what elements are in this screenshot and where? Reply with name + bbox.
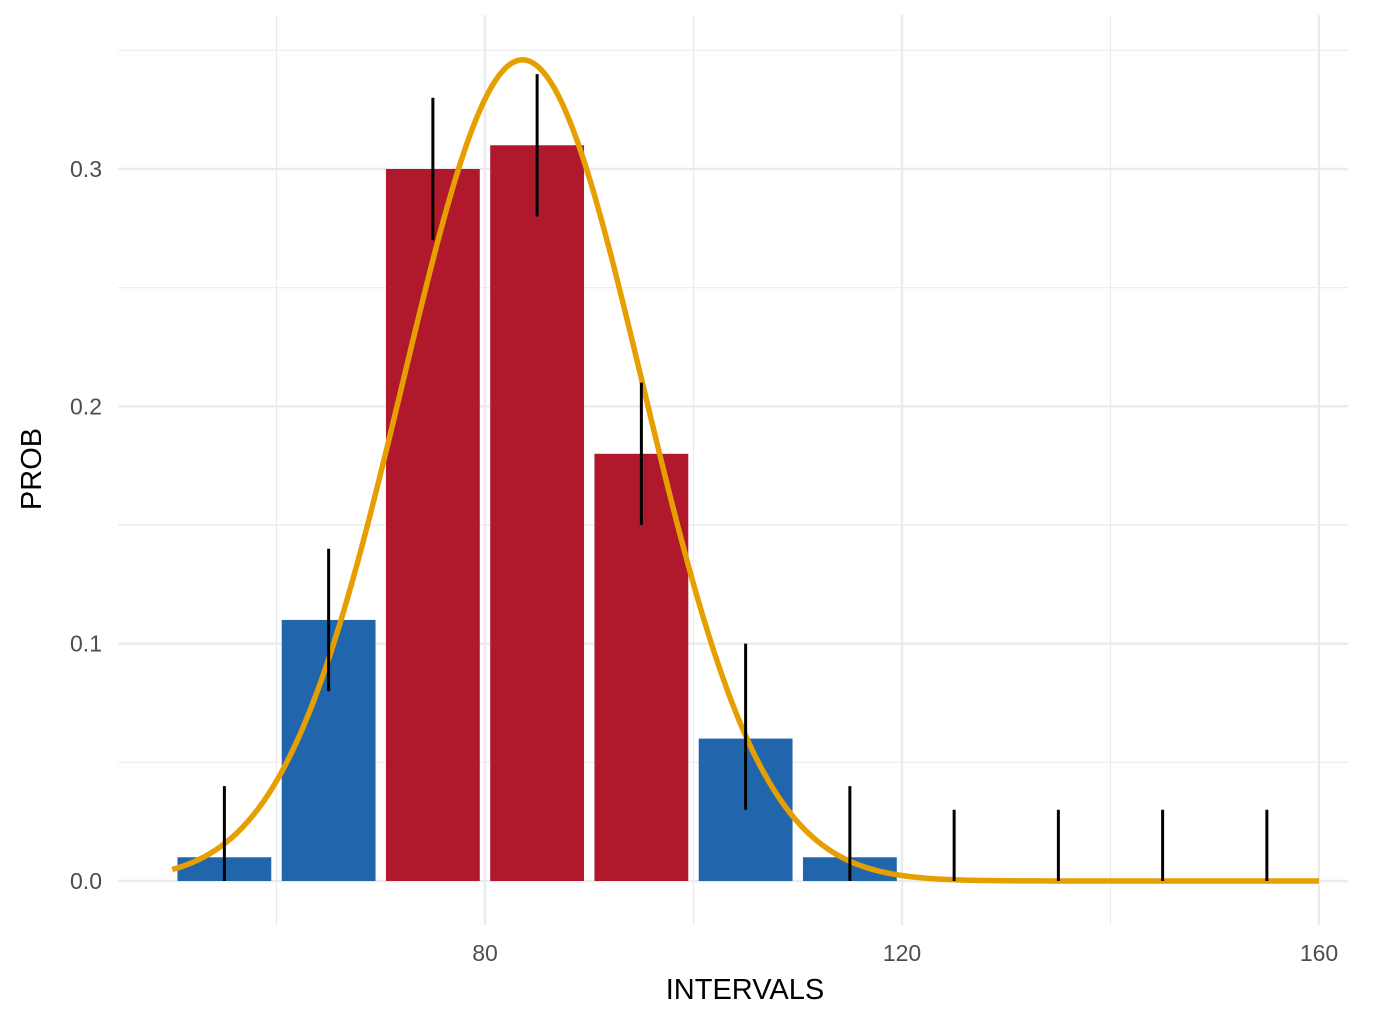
x-tick-label-160: 160 [1300,940,1338,966]
x-tick-labels: 80 120 160 [472,940,1338,966]
y-tick-label-2: 0.2 [70,393,102,419]
x-tick-label-120: 120 [883,940,921,966]
x-axis-title: INTERVALS [666,974,824,1006]
error-bars [222,74,1269,881]
bar-85 [490,145,585,881]
y-tick-label-3: 0.3 [70,156,102,182]
x-tick-label-80: 80 [472,940,498,966]
y-tick-label-0: 0.0 [70,868,102,894]
y-tick-label-1: 0.1 [70,631,102,657]
bar-75 [385,169,480,881]
y-tick-labels: 0.0 0.1 0.2 0.3 [70,156,102,894]
y-axis-title: PROB [16,428,48,510]
